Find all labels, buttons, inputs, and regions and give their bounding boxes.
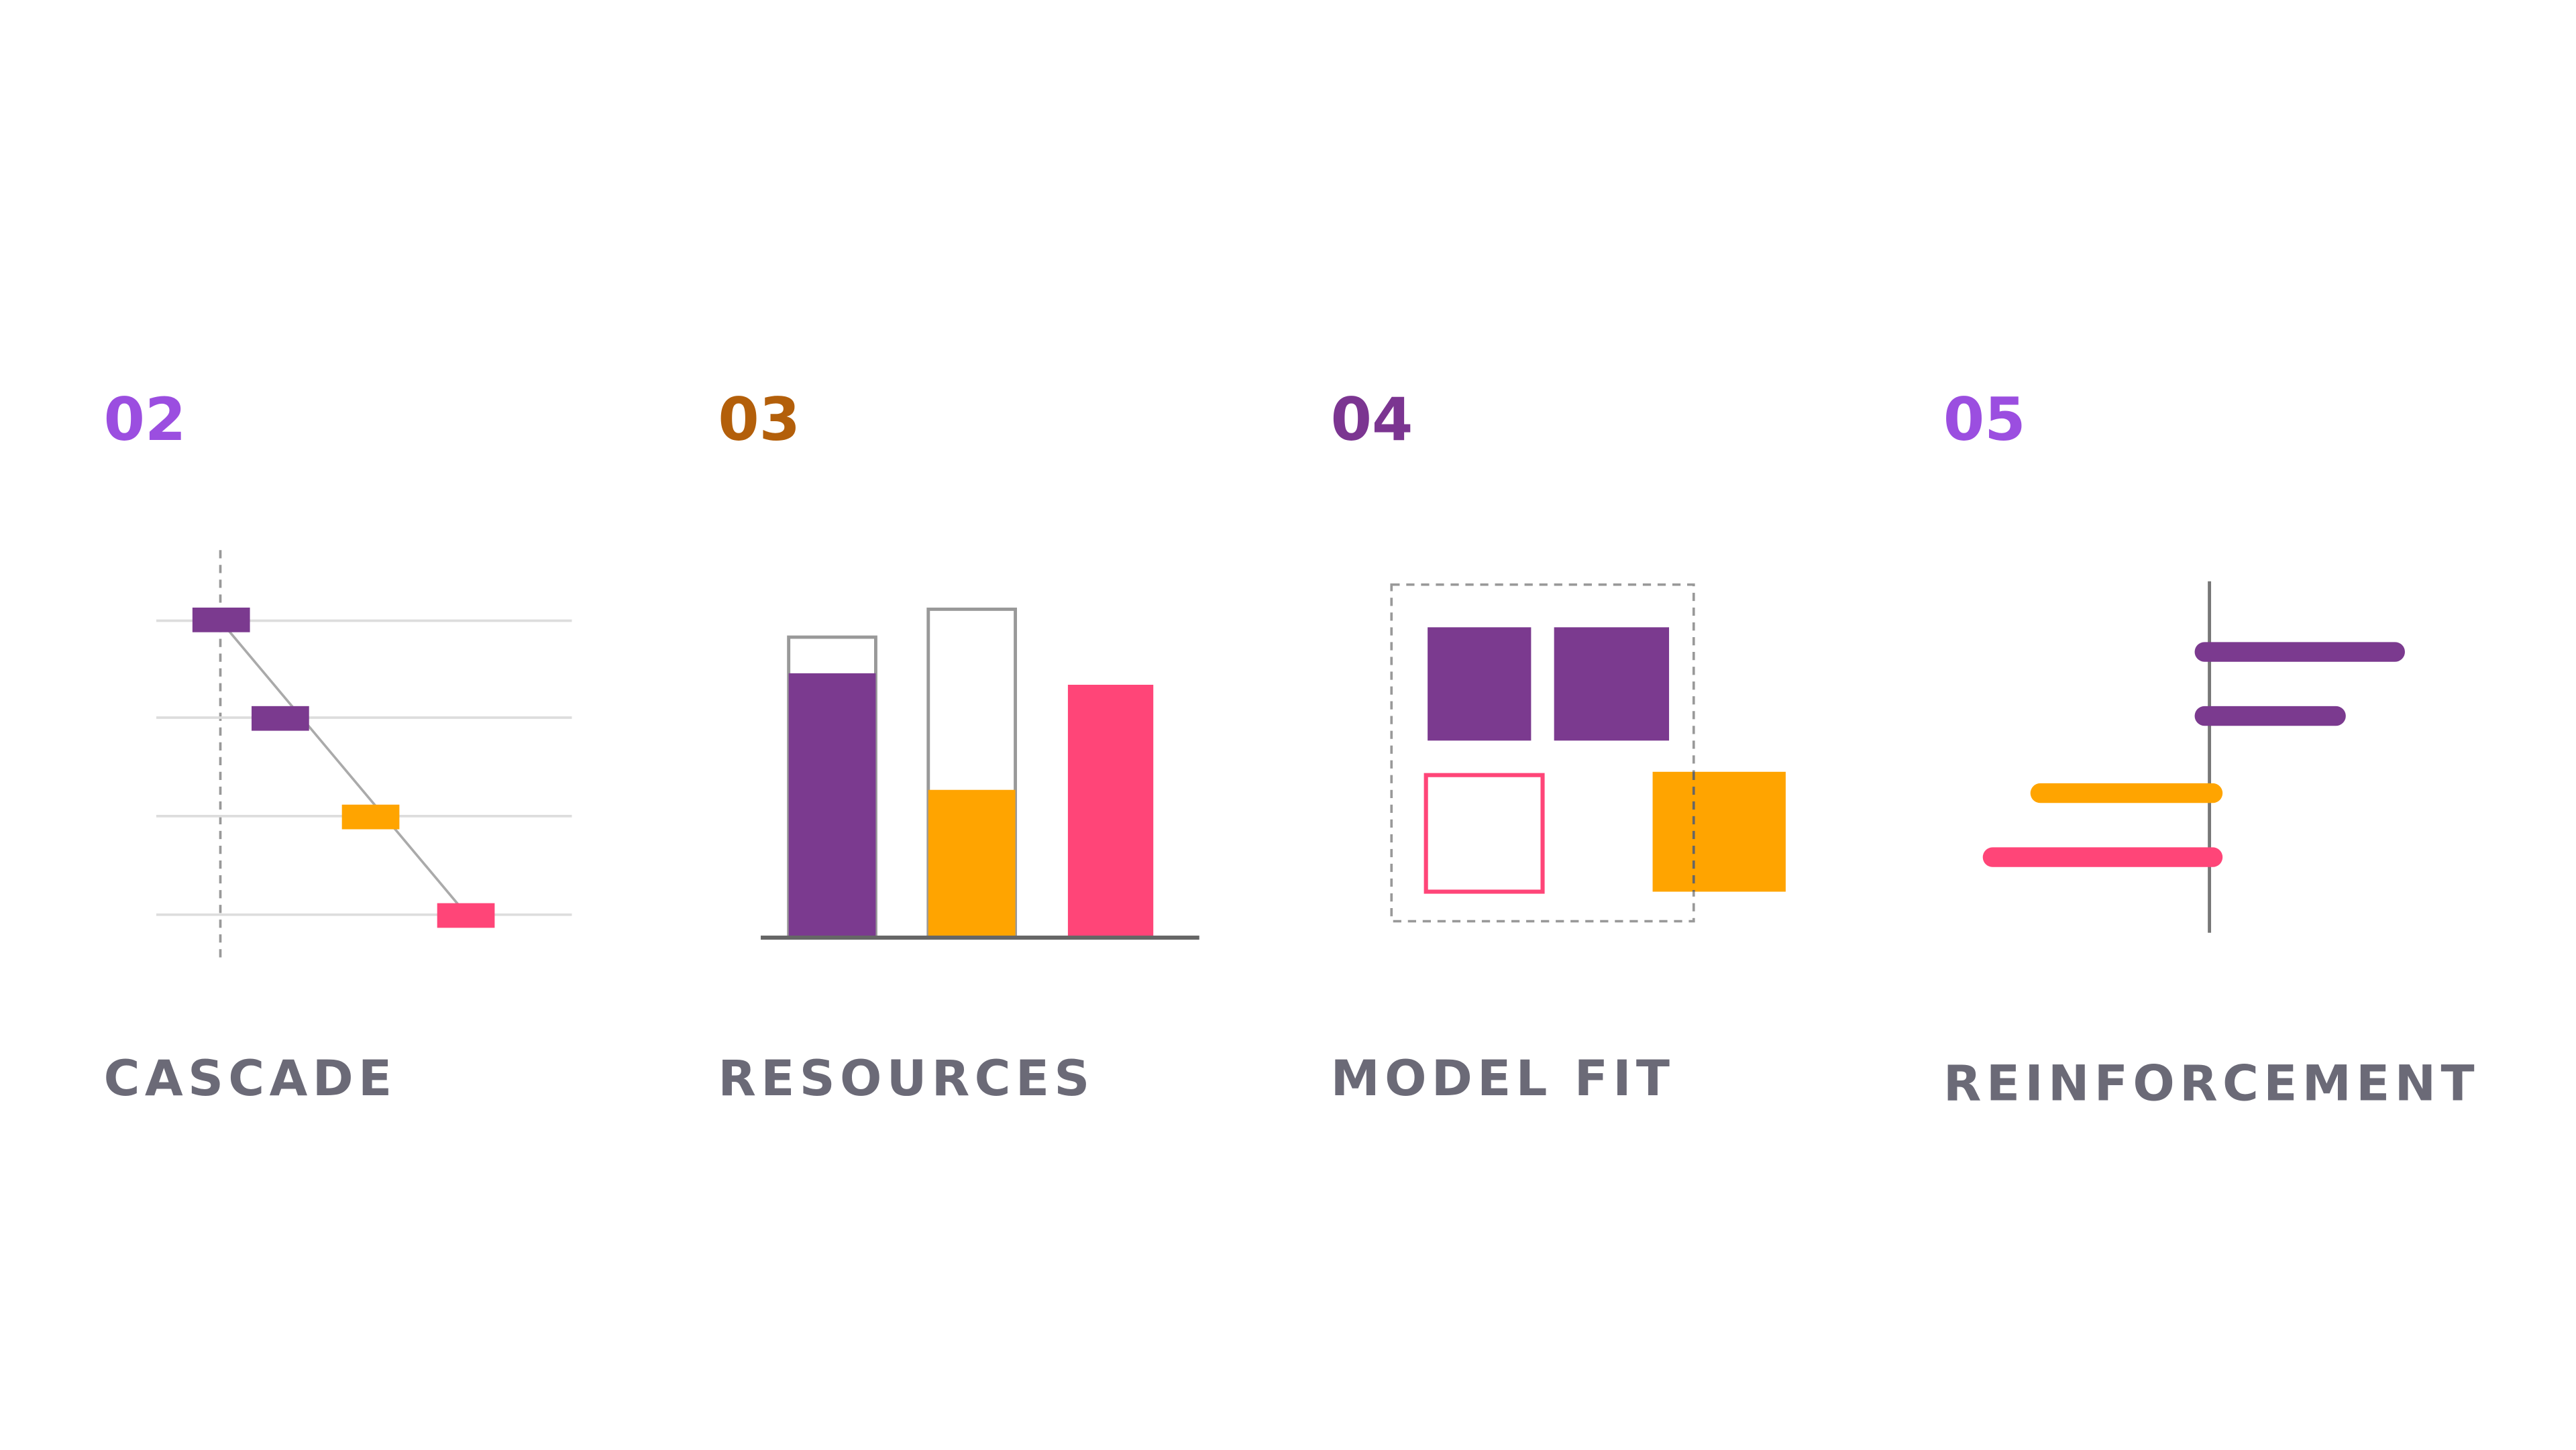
cascade-icon [156,550,572,962]
item-label: CASCADE [104,1050,397,1107]
item-label: MODEL FIT [1331,1050,1675,1107]
item-label: RESOURCES [718,1050,1094,1107]
item-number: 04 [1331,385,1413,454]
item-number: 03 [718,385,800,454]
item-label: REINFORCEMENT [1943,1055,2479,1112]
item-number: 05 [1943,385,2026,454]
resources-icon [761,607,1199,940]
reinforcement-icon [1982,581,2405,933]
model-fit-icon [1390,583,1786,923]
item-number: 02 [104,385,186,454]
